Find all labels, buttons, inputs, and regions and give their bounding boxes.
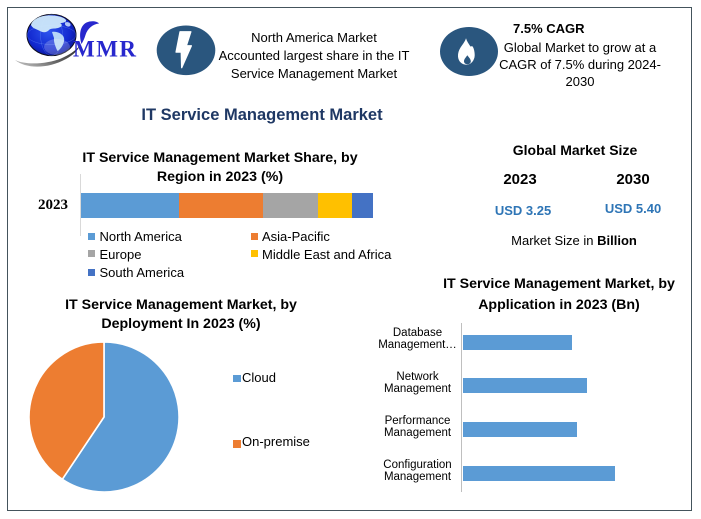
svg-text:MMR: MMR	[73, 37, 138, 62]
